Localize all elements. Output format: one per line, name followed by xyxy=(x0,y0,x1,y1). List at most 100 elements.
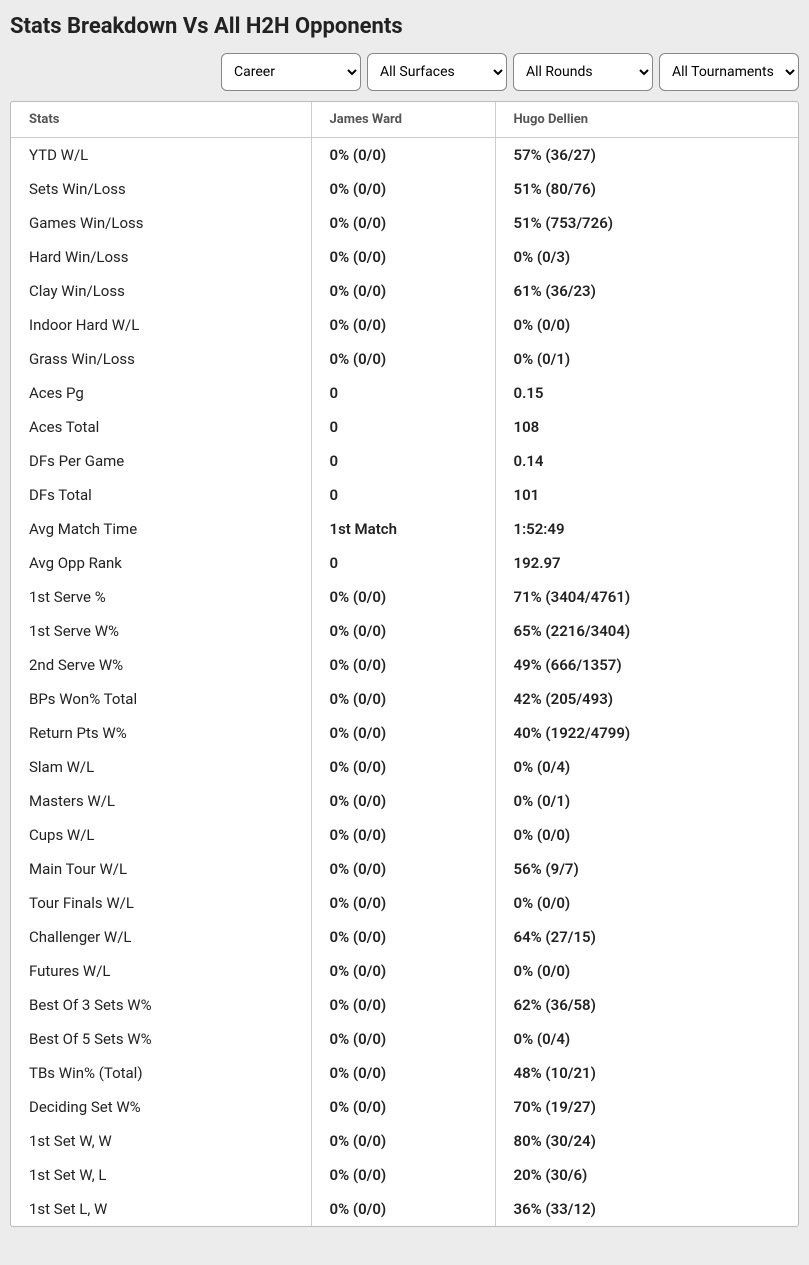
player2-value: 0% (0/0) xyxy=(495,886,798,920)
stat-label: Avg Match Time xyxy=(11,512,311,546)
table-row: Hard Win/Loss0% (0/0)0% (0/3) xyxy=(11,240,798,274)
stat-label: Tour Finals W/L xyxy=(11,886,311,920)
stat-label: DFs Total xyxy=(11,478,311,512)
player2-value: 101 xyxy=(495,478,798,512)
table-row: Best Of 5 Sets W%0% (0/0)0% (0/4) xyxy=(11,1022,798,1056)
table-row: 1st Set L, W0% (0/0)36% (33/12) xyxy=(11,1192,798,1226)
stat-label: Best Of 5 Sets W% xyxy=(11,1022,311,1056)
player2-value: 0% (0/1) xyxy=(495,784,798,818)
stat-label: Deciding Set W% xyxy=(11,1090,311,1124)
player1-value: 0% (0/0) xyxy=(311,1124,495,1158)
table-row: Tour Finals W/L0% (0/0)0% (0/0) xyxy=(11,886,798,920)
stat-label: TBs Win% (Total) xyxy=(11,1056,311,1090)
stats-table-container: Stats James Ward Hugo Dellien YTD W/L0% … xyxy=(10,101,799,1227)
stat-label: Challenger W/L xyxy=(11,920,311,954)
table-row: DFs Total0101 xyxy=(11,478,798,512)
stat-label: DFs Per Game xyxy=(11,444,311,478)
player2-value: 0% (0/4) xyxy=(495,1022,798,1056)
player2-value: 1:52:49 xyxy=(495,512,798,546)
player1-value: 0% (0/0) xyxy=(311,852,495,886)
stats-table: Stats James Ward Hugo Dellien YTD W/L0% … xyxy=(11,102,798,1226)
player2-value: 62% (36/58) xyxy=(495,988,798,1022)
player2-value: 0.14 xyxy=(495,444,798,478)
player2-value: 71% (3404/4761) xyxy=(495,580,798,614)
stat-label: BPs Won% Total xyxy=(11,682,311,716)
table-row: Aces Total0108 xyxy=(11,410,798,444)
player1-value: 0 xyxy=(311,546,495,580)
player2-value: 20% (30/6) xyxy=(495,1158,798,1192)
table-row: Aces Pg00.15 xyxy=(11,376,798,410)
player1-value: 0 xyxy=(311,444,495,478)
player1-value: 0% (0/0) xyxy=(311,172,495,206)
player1-value: 0% (0/0) xyxy=(311,988,495,1022)
stat-label: Avg Opp Rank xyxy=(11,546,311,580)
stat-label: 1st Serve W% xyxy=(11,614,311,648)
tournaments-select[interactable]: All Tournaments xyxy=(659,53,799,91)
player2-value: 36% (33/12) xyxy=(495,1192,798,1226)
player1-value: 0% (0/0) xyxy=(311,614,495,648)
player1-value: 1st Match xyxy=(311,512,495,546)
stat-label: Return Pts W% xyxy=(11,716,311,750)
player1-value: 0% (0/0) xyxy=(311,750,495,784)
table-row: Masters W/L0% (0/0)0% (0/1) xyxy=(11,784,798,818)
player1-value: 0% (0/0) xyxy=(311,920,495,954)
player1-value: 0% (0/0) xyxy=(311,954,495,988)
player1-value: 0% (0/0) xyxy=(311,206,495,240)
stat-label: Main Tour W/L xyxy=(11,852,311,886)
career-select[interactable]: Career xyxy=(221,53,361,91)
table-row: BPs Won% Total0% (0/0)42% (205/493) xyxy=(11,682,798,716)
player2-value: 0% (0/0) xyxy=(495,818,798,852)
player1-value: 0% (0/0) xyxy=(311,1022,495,1056)
player2-value: 57% (36/27) xyxy=(495,138,798,173)
player2-value: 48% (10/21) xyxy=(495,1056,798,1090)
table-row: Best Of 3 Sets W%0% (0/0)62% (36/58) xyxy=(11,988,798,1022)
stat-label: YTD W/L xyxy=(11,138,311,173)
player2-value: 0.15 xyxy=(495,376,798,410)
table-row: Return Pts W%0% (0/0)40% (1922/4799) xyxy=(11,716,798,750)
header-player2: Hugo Dellien xyxy=(495,102,798,138)
player2-value: 0% (0/0) xyxy=(495,308,798,342)
player1-value: 0% (0/0) xyxy=(311,274,495,308)
player2-value: 51% (753/726) xyxy=(495,206,798,240)
table-row: Futures W/L0% (0/0)0% (0/0) xyxy=(11,954,798,988)
table-row: Clay Win/Loss0% (0/0)61% (36/23) xyxy=(11,274,798,308)
player2-value: 192.97 xyxy=(495,546,798,580)
stat-label: Aces Total xyxy=(11,410,311,444)
player2-value: 0% (0/4) xyxy=(495,750,798,784)
table-row: Deciding Set W%0% (0/0)70% (19/27) xyxy=(11,1090,798,1124)
stat-label: Slam W/L xyxy=(11,750,311,784)
player1-value: 0% (0/0) xyxy=(311,308,495,342)
surfaces-select[interactable]: All Surfaces xyxy=(367,53,507,91)
player2-value: 49% (666/1357) xyxy=(495,648,798,682)
table-row: TBs Win% (Total)0% (0/0)48% (10/21) xyxy=(11,1056,798,1090)
player2-value: 61% (36/23) xyxy=(495,274,798,308)
filters-bar: Career All Surfaces All Rounds All Tourn… xyxy=(10,53,799,91)
table-row: Avg Match Time1st Match1:52:49 xyxy=(11,512,798,546)
player2-value: 40% (1922/4799) xyxy=(495,716,798,750)
player2-value: 42% (205/493) xyxy=(495,682,798,716)
player1-value: 0% (0/0) xyxy=(311,1192,495,1226)
player1-value: 0% (0/0) xyxy=(311,580,495,614)
stat-label: 1st Set L, W xyxy=(11,1192,311,1226)
stat-label: 1st Serve % xyxy=(11,580,311,614)
player1-value: 0% (0/0) xyxy=(311,886,495,920)
table-row: 1st Set W, L0% (0/0)20% (30/6) xyxy=(11,1158,798,1192)
stat-label: Best Of 3 Sets W% xyxy=(11,988,311,1022)
player2-value: 0% (0/0) xyxy=(495,954,798,988)
page-title: Stats Breakdown Vs All H2H Opponents xyxy=(10,14,799,39)
table-row: 1st Set W, W0% (0/0)80% (30/24) xyxy=(11,1124,798,1158)
stat-label: 1st Set W, L xyxy=(11,1158,311,1192)
table-row: Indoor Hard W/L0% (0/0)0% (0/0) xyxy=(11,308,798,342)
player2-value: 80% (30/24) xyxy=(495,1124,798,1158)
player1-value: 0 xyxy=(311,410,495,444)
player1-value: 0% (0/0) xyxy=(311,648,495,682)
rounds-select[interactable]: All Rounds xyxy=(513,53,653,91)
player1-value: 0% (0/0) xyxy=(311,716,495,750)
table-row: Slam W/L0% (0/0)0% (0/4) xyxy=(11,750,798,784)
stat-label: Aces Pg xyxy=(11,376,311,410)
player1-value: 0 xyxy=(311,478,495,512)
player2-value: 0% (0/1) xyxy=(495,342,798,376)
player2-value: 51% (80/76) xyxy=(495,172,798,206)
stat-label: 1st Set W, W xyxy=(11,1124,311,1158)
header-stats: Stats xyxy=(11,102,311,138)
